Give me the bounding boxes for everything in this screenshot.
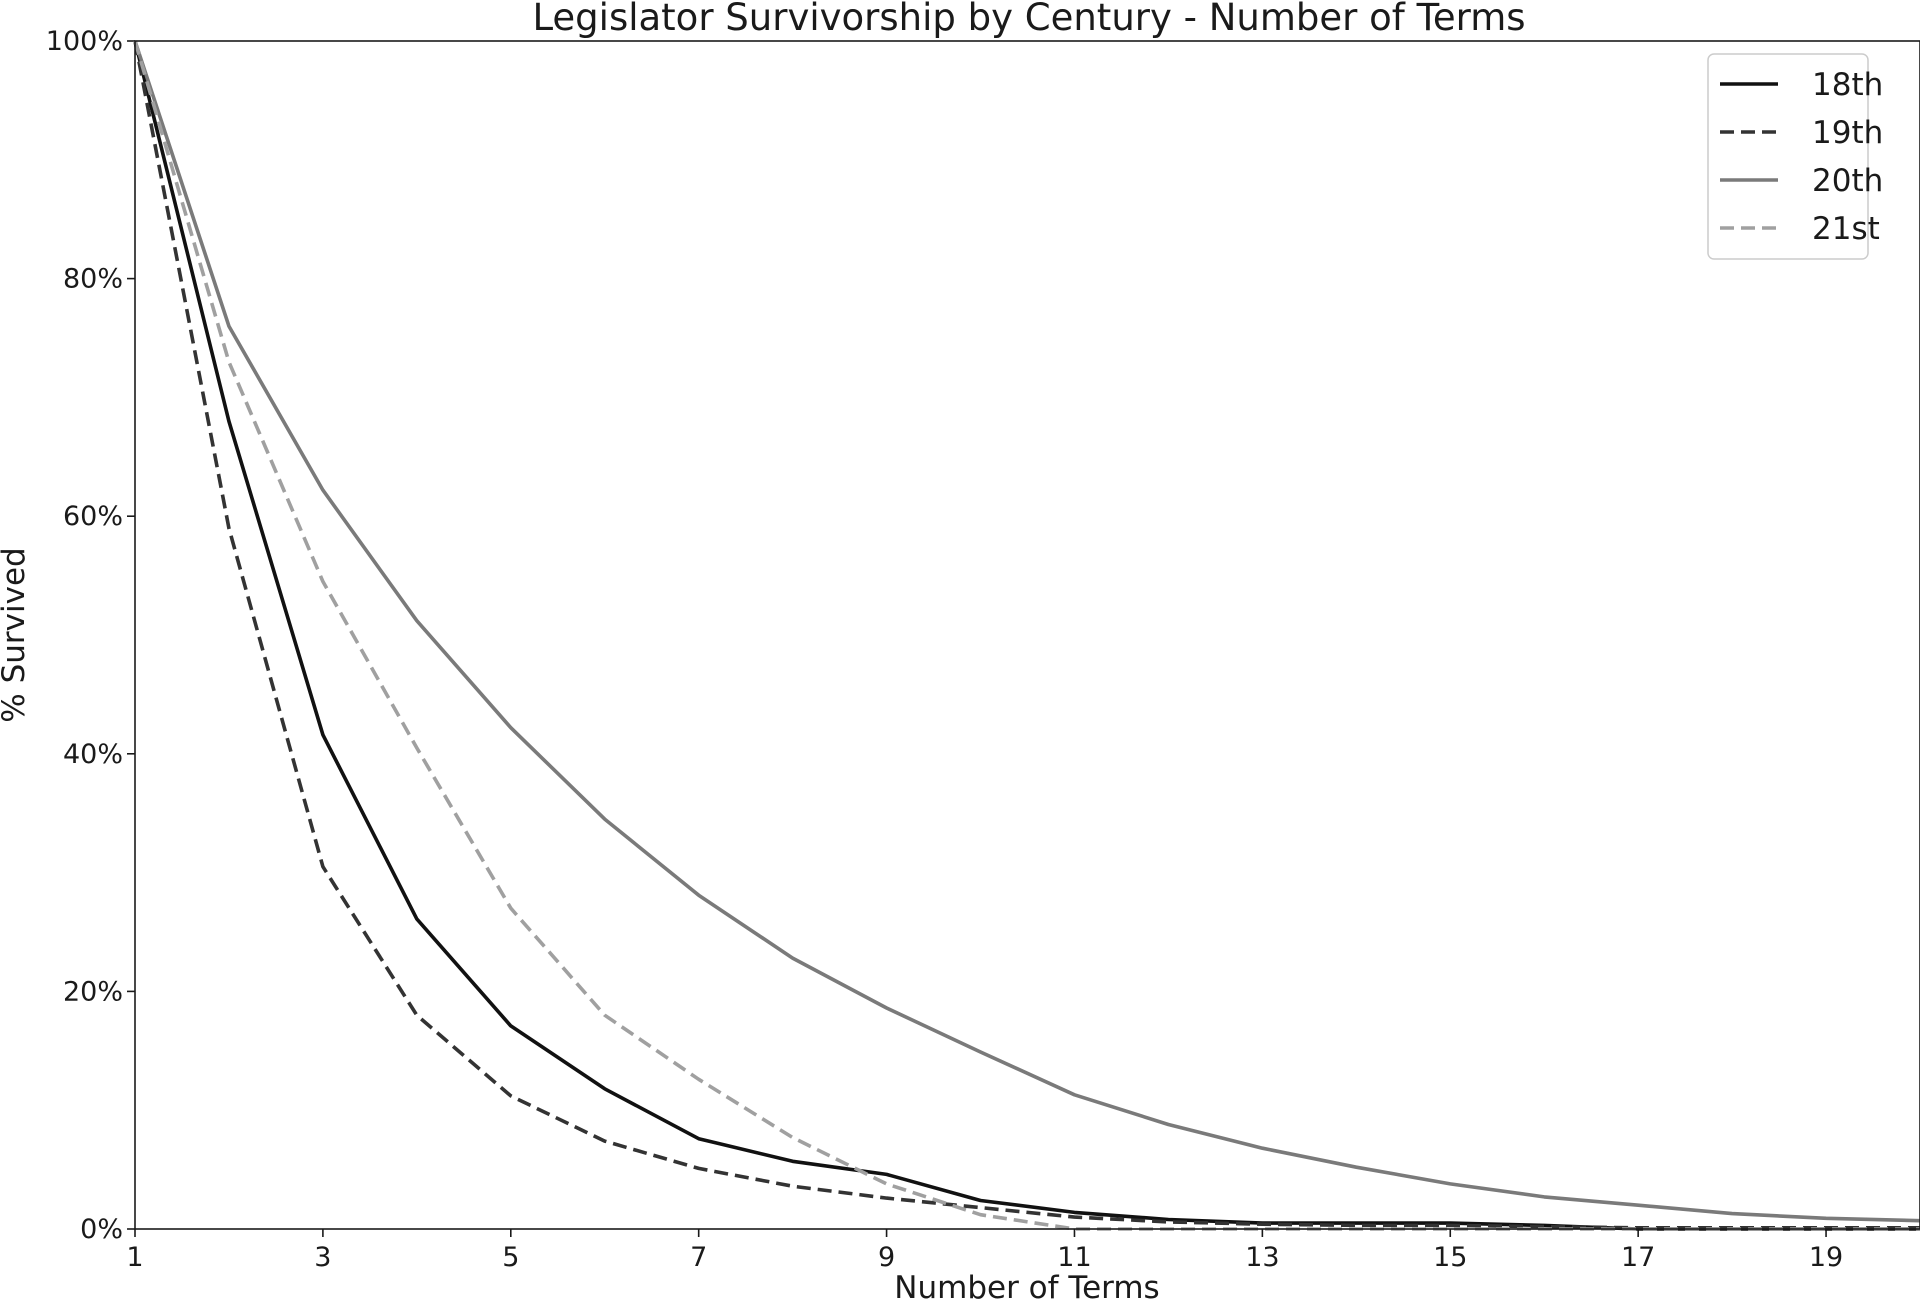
y-tick-label: 20%	[63, 976, 123, 1007]
plot-area-frame	[134, 40, 1920, 1230]
x-tick-label: 7	[690, 1242, 707, 1273]
y-tick-label: 100%	[46, 26, 123, 57]
y-tick-label: 0%	[80, 1214, 123, 1245]
y-tick-label: 80%	[63, 264, 123, 295]
y-tick-label: 40%	[63, 739, 123, 770]
legend-box	[1707, 53, 1869, 260]
legend-label-19th: 19th	[1812, 115, 1883, 151]
x-tick-label: 9	[878, 1242, 895, 1273]
x-tick-label: 19	[1809, 1242, 1843, 1273]
x-tick-label: 3	[314, 1242, 331, 1273]
x-axis-label: Number of Terms	[894, 1270, 1159, 1302]
series-line-20th	[133, 40, 1920, 1223]
x-tick-label: 1	[126, 1242, 143, 1273]
x-tick-label: 11	[1057, 1242, 1091, 1273]
legend: 18th 19th 20th 21st	[1707, 53, 1883, 260]
x-tick-label: 17	[1621, 1242, 1655, 1273]
legend-entries: 18th 19th 20th 21st	[1720, 67, 1883, 247]
x-tick-label: 15	[1433, 1242, 1467, 1273]
legend-label-21st: 21st	[1812, 211, 1880, 247]
legend-label-20th: 20th	[1812, 163, 1883, 199]
x-axis-ticks: 1 3 5 7 9 11 13 15 17 19	[126, 1229, 1843, 1273]
y-tick-label: 60%	[63, 501, 123, 532]
y-axis-label: % Survived	[0, 547, 32, 722]
legend-label-18th: 18th	[1812, 67, 1883, 103]
x-tick-label: 5	[502, 1242, 519, 1273]
chart-title: Legislator Survivorship by Century - Num…	[532, 0, 1525, 39]
x-tick-label: 13	[1245, 1242, 1279, 1273]
y-axis-ticks: 0% 20% 40% 60% 80% 100%	[46, 26, 135, 1245]
